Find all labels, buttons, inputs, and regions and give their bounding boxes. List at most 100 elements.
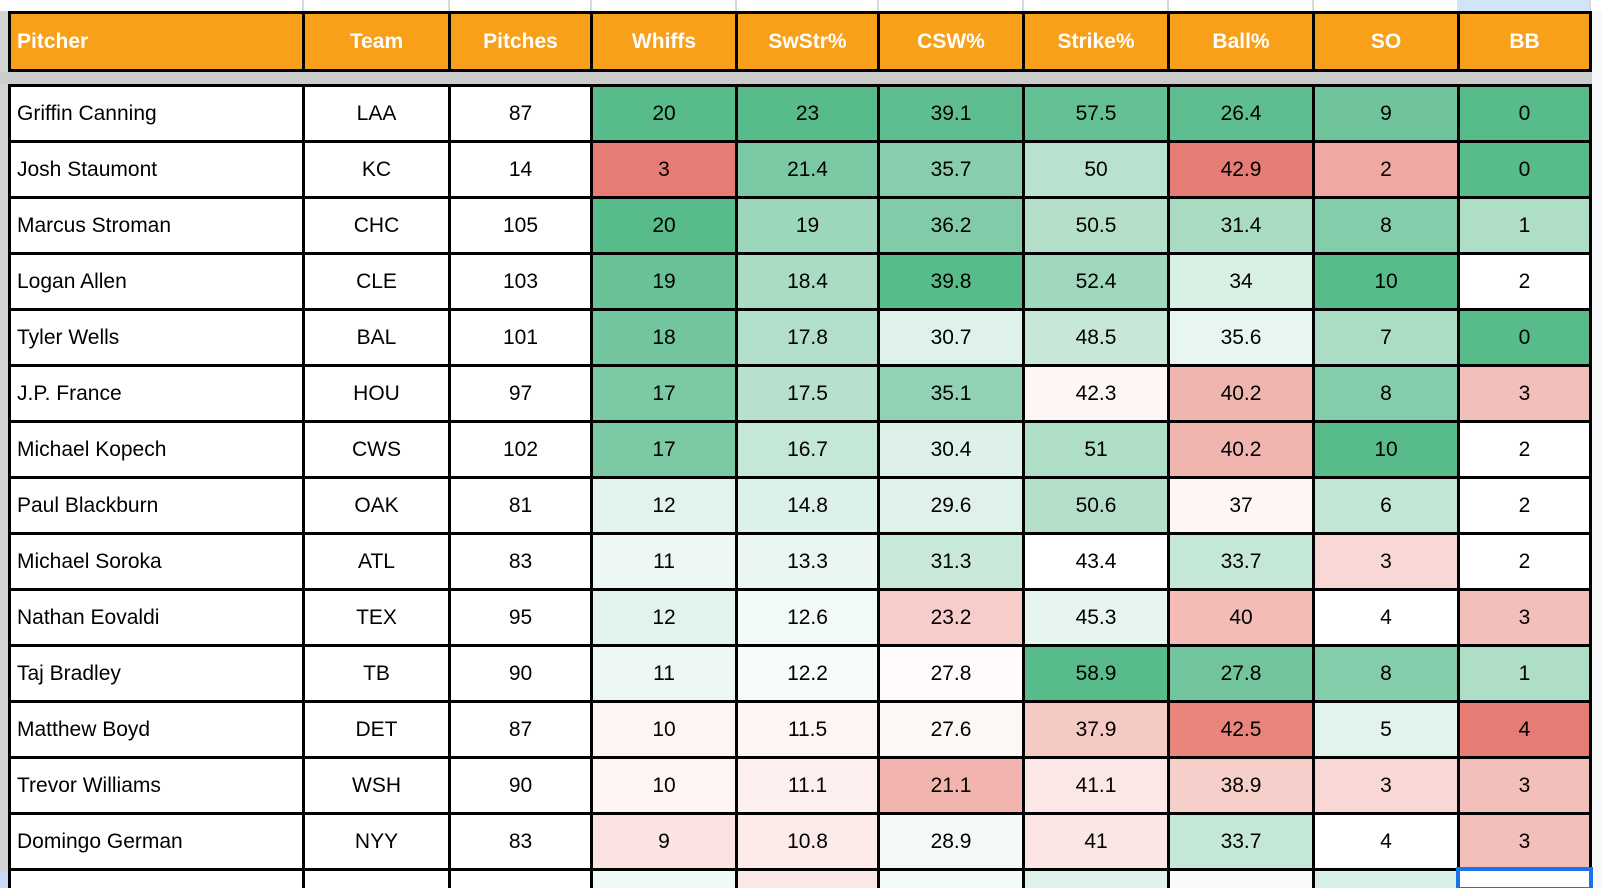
cell-so[interactable]: 4: [1315, 815, 1457, 868]
header-cell-ball[interactable]: Ball%: [1170, 14, 1312, 69]
cell-pitcher[interactable]: Tyler Wells: [11, 311, 302, 364]
cell-so[interactable]: 5: [1315, 703, 1457, 756]
cell-so[interactable]: 7: [1315, 311, 1457, 364]
cell-pitcher[interactable]: Michael Kopech: [11, 423, 302, 476]
cell-team[interactable]: HOU: [305, 367, 448, 420]
cell-strike[interactable]: 45.3: [1025, 591, 1167, 644]
cell-ball[interactable]: 40.2: [1170, 367, 1312, 420]
cell-ball[interactable]: 31.4: [1170, 199, 1312, 252]
cell-ball[interactable]: 33.7: [1170, 535, 1312, 588]
cell-swstr[interactable]: 10.8: [738, 815, 877, 868]
cell-csw[interactable]: 35.7: [880, 143, 1022, 196]
cell-bb[interactable]: 0: [1460, 143, 1589, 196]
cell-ball[interactable]: 42.5: [1170, 703, 1312, 756]
cell-bb[interactable]: 2: [1460, 535, 1589, 588]
cell-csw[interactable]: 35.1: [880, 367, 1022, 420]
cell-strike[interactable]: 57.5: [1025, 87, 1167, 140]
cell-csw[interactable]: 30.7: [880, 311, 1022, 364]
cell-swstr[interactable]: 16.7: [738, 423, 877, 476]
cell-ball[interactable]: 40: [1170, 591, 1312, 644]
cell-whiffs[interactable]: 9: [593, 815, 735, 868]
header-cell-csw[interactable]: CSW%: [880, 14, 1022, 69]
cell-pitcher[interactable]: Griffin Canning: [11, 87, 302, 140]
cell-strike[interactable]: [1025, 871, 1167, 888]
cell-team[interactable]: LAA: [305, 87, 448, 140]
cell-csw[interactable]: 29.6: [880, 479, 1022, 532]
cell-whiffs[interactable]: 10: [593, 759, 735, 812]
cell-bb[interactable]: 4: [1460, 703, 1589, 756]
cell-pitches[interactable]: 81: [451, 479, 590, 532]
cell-csw[interactable]: 27.8: [880, 647, 1022, 700]
header-cell-team[interactable]: Team: [305, 14, 448, 69]
cell-bb[interactable]: [1460, 871, 1589, 888]
cell-team[interactable]: ATL: [305, 535, 448, 588]
cell-so[interactable]: 2: [1315, 143, 1457, 196]
cell-strike[interactable]: 41: [1025, 815, 1167, 868]
cell-swstr[interactable]: 13.3: [738, 535, 877, 588]
cell-strike[interactable]: 37.9: [1025, 703, 1167, 756]
cell-pitcher[interactable]: Matthew Boyd: [11, 703, 302, 756]
cell-strike[interactable]: 52.4: [1025, 255, 1167, 308]
cell-bb[interactable]: 0: [1460, 87, 1589, 140]
cell-strike[interactable]: 51: [1025, 423, 1167, 476]
header-cell-swstr[interactable]: SwStr%: [738, 14, 877, 69]
cell-pitches[interactable]: 87: [451, 87, 590, 140]
cell-csw[interactable]: 21.1: [880, 759, 1022, 812]
cell-swstr[interactable]: 23: [738, 87, 877, 140]
cell-whiffs[interactable]: 11: [593, 647, 735, 700]
cell-strike[interactable]: 42.3: [1025, 367, 1167, 420]
cell-team[interactable]: TEX: [305, 591, 448, 644]
cell-so[interactable]: 8: [1315, 199, 1457, 252]
cell-team[interactable]: BAL: [305, 311, 448, 364]
cell-pitches[interactable]: 101: [451, 311, 590, 364]
cell-pitches[interactable]: 90: [451, 759, 590, 812]
header-cell-bb[interactable]: BB: [1460, 14, 1589, 69]
cell-strike[interactable]: 50.5: [1025, 199, 1167, 252]
cell-so[interactable]: 9: [1315, 87, 1457, 140]
cell-ball[interactable]: 33.7: [1170, 815, 1312, 868]
cell-csw[interactable]: 31.3: [880, 535, 1022, 588]
cell-csw[interactable]: 39.8: [880, 255, 1022, 308]
cell-team[interactable]: OAK: [305, 479, 448, 532]
cell-csw[interactable]: [880, 871, 1022, 888]
cell-csw[interactable]: 23.2: [880, 591, 1022, 644]
cell-swstr[interactable]: 19: [738, 199, 877, 252]
cell-csw[interactable]: 30.4: [880, 423, 1022, 476]
cell-swstr[interactable]: 17.5: [738, 367, 877, 420]
cell-so[interactable]: 10: [1315, 255, 1457, 308]
cell-whiffs[interactable]: [593, 871, 735, 888]
cell-bb[interactable]: 3: [1460, 815, 1589, 868]
cell-whiffs[interactable]: 12: [593, 591, 735, 644]
header-cell-so[interactable]: SO: [1315, 14, 1457, 69]
cell-whiffs[interactable]: 19: [593, 255, 735, 308]
cell-so[interactable]: 3: [1315, 759, 1457, 812]
cell-so[interactable]: [1315, 871, 1457, 888]
cell-ball[interactable]: 27.8: [1170, 647, 1312, 700]
cell-ball[interactable]: 26.4: [1170, 87, 1312, 140]
cell-bb[interactable]: 2: [1460, 255, 1589, 308]
cell-ball[interactable]: 34: [1170, 255, 1312, 308]
cell-ball[interactable]: 42.9: [1170, 143, 1312, 196]
cell-ball[interactable]: 35.6: [1170, 311, 1312, 364]
cell-pitches[interactable]: 105: [451, 199, 590, 252]
cell-whiffs[interactable]: 17: [593, 367, 735, 420]
cell-team[interactable]: TB: [305, 647, 448, 700]
cell-pitches[interactable]: [451, 871, 590, 888]
cell-csw[interactable]: 28.9: [880, 815, 1022, 868]
cell-bb[interactable]: 3: [1460, 591, 1589, 644]
cell-pitches[interactable]: 83: [451, 815, 590, 868]
cell-bb[interactable]: 3: [1460, 759, 1589, 812]
cell-ball[interactable]: 40.2: [1170, 423, 1312, 476]
cell-swstr[interactable]: 18.4: [738, 255, 877, 308]
header-cell-whiffs[interactable]: Whiffs: [593, 14, 735, 69]
header-cell-pitches[interactable]: Pitches: [451, 14, 590, 69]
cell-ball[interactable]: 37: [1170, 479, 1312, 532]
cell-pitcher[interactable]: Michael Soroka: [11, 535, 302, 588]
cell-pitches[interactable]: 102: [451, 423, 590, 476]
cell-pitches[interactable]: 87: [451, 703, 590, 756]
cell-team[interactable]: CLE: [305, 255, 448, 308]
cell-csw[interactable]: 39.1: [880, 87, 1022, 140]
cell-pitcher[interactable]: Taj Bradley: [11, 647, 302, 700]
cell-whiffs[interactable]: 11: [593, 535, 735, 588]
cell-bb[interactable]: 3: [1460, 367, 1589, 420]
